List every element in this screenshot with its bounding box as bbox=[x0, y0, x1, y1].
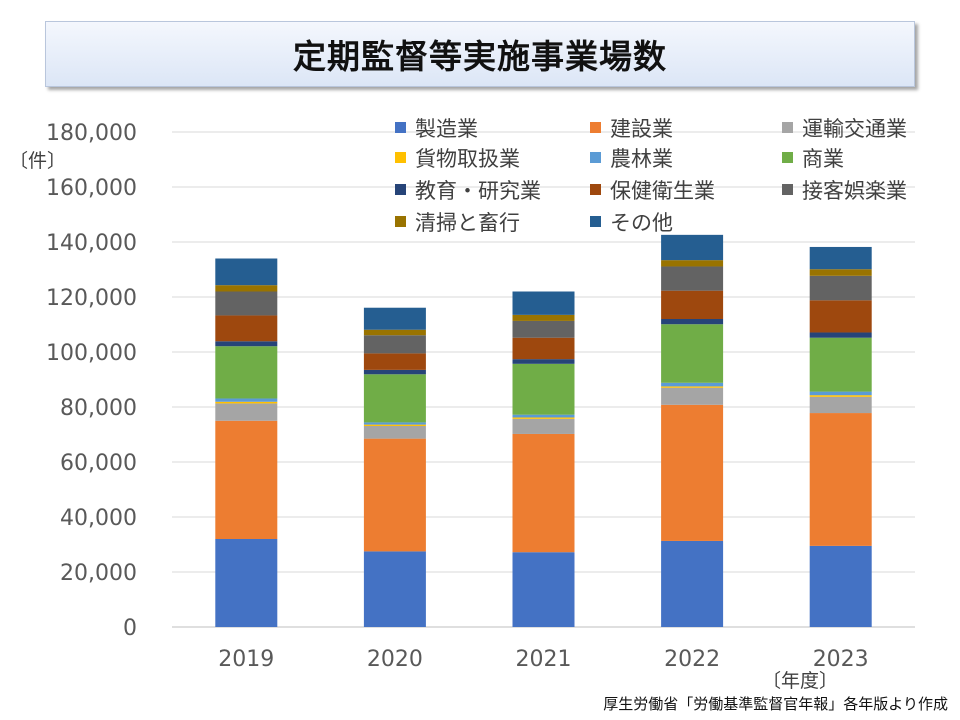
bar-segment bbox=[661, 234, 724, 261]
legend-label: 貨物取扱業 bbox=[415, 147, 520, 171]
legend-label: 清掃と畜行 bbox=[415, 211, 520, 235]
bar-segment bbox=[512, 363, 575, 415]
legend-swatch bbox=[782, 184, 793, 195]
bar-segment bbox=[363, 374, 426, 423]
bar-segment bbox=[215, 315, 278, 342]
bar-segment bbox=[809, 269, 872, 276]
bar-segment bbox=[215, 539, 278, 627]
legend-swatch bbox=[590, 216, 601, 227]
legend-swatch bbox=[395, 122, 406, 133]
bar-segment bbox=[512, 314, 575, 321]
bar-segment bbox=[661, 387, 724, 405]
chart-title-box: 定期監督等実施事業場数 bbox=[45, 21, 915, 87]
bar-segment bbox=[363, 335, 426, 354]
bar-segment bbox=[363, 422, 426, 425]
bar-segment bbox=[215, 346, 278, 399]
bar-segment bbox=[661, 404, 724, 541]
bar-segment bbox=[809, 395, 872, 397]
bar-segment bbox=[809, 396, 872, 414]
legend-label: 建設業 bbox=[610, 117, 673, 141]
y-tick-label: 40,000 bbox=[60, 506, 137, 531]
y-axis-label: 〔件〕 bbox=[9, 150, 66, 172]
y-tick-label: 180,000 bbox=[46, 121, 137, 146]
bar-segment bbox=[661, 382, 724, 387]
legend-swatch bbox=[590, 184, 601, 195]
bar-segment bbox=[512, 418, 575, 434]
bar-segment bbox=[809, 332, 872, 338]
bar-segment bbox=[363, 329, 426, 336]
bar-segment bbox=[215, 420, 278, 539]
bar-segment bbox=[512, 359, 575, 364]
bar-segment bbox=[363, 353, 426, 370]
y-tick-label: 20,000 bbox=[60, 561, 137, 586]
legend-swatch bbox=[395, 216, 406, 227]
bar-segment bbox=[215, 291, 278, 316]
y-tick-label: 80,000 bbox=[60, 396, 137, 421]
bar-segment bbox=[809, 337, 872, 392]
bar-segment bbox=[363, 551, 426, 627]
bar-segment bbox=[215, 341, 278, 347]
x-axis-label: 〔年度〕 bbox=[762, 670, 838, 692]
bar-segment bbox=[809, 545, 872, 627]
legend-swatch bbox=[782, 122, 793, 133]
bar-segment bbox=[363, 307, 426, 330]
legend-label: 保健衛生業 bbox=[610, 179, 715, 203]
y-tick-label: 60,000 bbox=[60, 451, 137, 476]
legend-label: 接客娯楽業 bbox=[802, 179, 907, 203]
legend-swatch bbox=[395, 184, 406, 195]
bar-segment bbox=[215, 258, 278, 286]
bar-segment bbox=[661, 260, 724, 267]
chart-title: 定期監督等実施事業場数 bbox=[293, 37, 667, 76]
legend-label: 農林業 bbox=[610, 147, 673, 171]
bar-segment bbox=[512, 417, 575, 419]
x-tick-label: 2023 bbox=[813, 647, 869, 672]
source-note: 厚生労働省「労働基準監督官年報」各年版より作成 bbox=[603, 695, 948, 713]
y-tick-label: 120,000 bbox=[46, 286, 137, 311]
bar-segment bbox=[215, 398, 278, 402]
bar-segment bbox=[512, 337, 575, 360]
x-tick-label: 2021 bbox=[516, 647, 572, 672]
y-tick-label: 160,000 bbox=[46, 176, 137, 201]
bar-segment bbox=[661, 266, 724, 291]
bar-segment bbox=[512, 291, 575, 315]
legend-swatch bbox=[590, 122, 601, 133]
bar-segment bbox=[512, 414, 575, 418]
legend-swatch bbox=[590, 152, 601, 163]
legend-label: 教育・研究業 bbox=[415, 179, 541, 203]
legend-label: 商業 bbox=[802, 147, 844, 171]
bar-segment bbox=[809, 246, 872, 270]
bar-segment bbox=[809, 413, 872, 546]
bar-segment bbox=[661, 540, 724, 627]
bar-segment bbox=[363, 438, 426, 552]
y-tick-label: 140,000 bbox=[46, 231, 137, 256]
legend-swatch bbox=[395, 152, 406, 163]
bar-segment bbox=[809, 300, 872, 333]
bar-segment bbox=[661, 290, 724, 319]
bar-segment bbox=[363, 369, 426, 375]
legend-label: 製造業 bbox=[415, 117, 478, 141]
bar-segment bbox=[661, 319, 724, 325]
legend-swatch bbox=[782, 152, 793, 163]
x-tick-label: 2022 bbox=[664, 647, 720, 672]
bar-segment bbox=[215, 401, 278, 404]
bar-segment bbox=[215, 285, 278, 292]
bar-segment bbox=[215, 403, 278, 421]
y-tick-label: 100,000 bbox=[46, 341, 137, 366]
bar-segment bbox=[512, 320, 575, 338]
bar-segment bbox=[512, 552, 575, 627]
bar-segment bbox=[661, 386, 724, 388]
x-tick-label: 2019 bbox=[218, 647, 274, 672]
legend-label: その他 bbox=[610, 211, 673, 235]
legend-label: 運輸交通業 bbox=[802, 117, 907, 141]
y-tick-label: 0 bbox=[123, 616, 137, 641]
bar-segment bbox=[363, 424, 426, 426]
bar-segment bbox=[809, 391, 872, 396]
bar-segment bbox=[809, 275, 872, 301]
bar-segment bbox=[363, 425, 426, 439]
x-tick-label: 2020 bbox=[367, 647, 423, 672]
bar-segment bbox=[661, 324, 724, 383]
bar-segment bbox=[512, 433, 575, 553]
